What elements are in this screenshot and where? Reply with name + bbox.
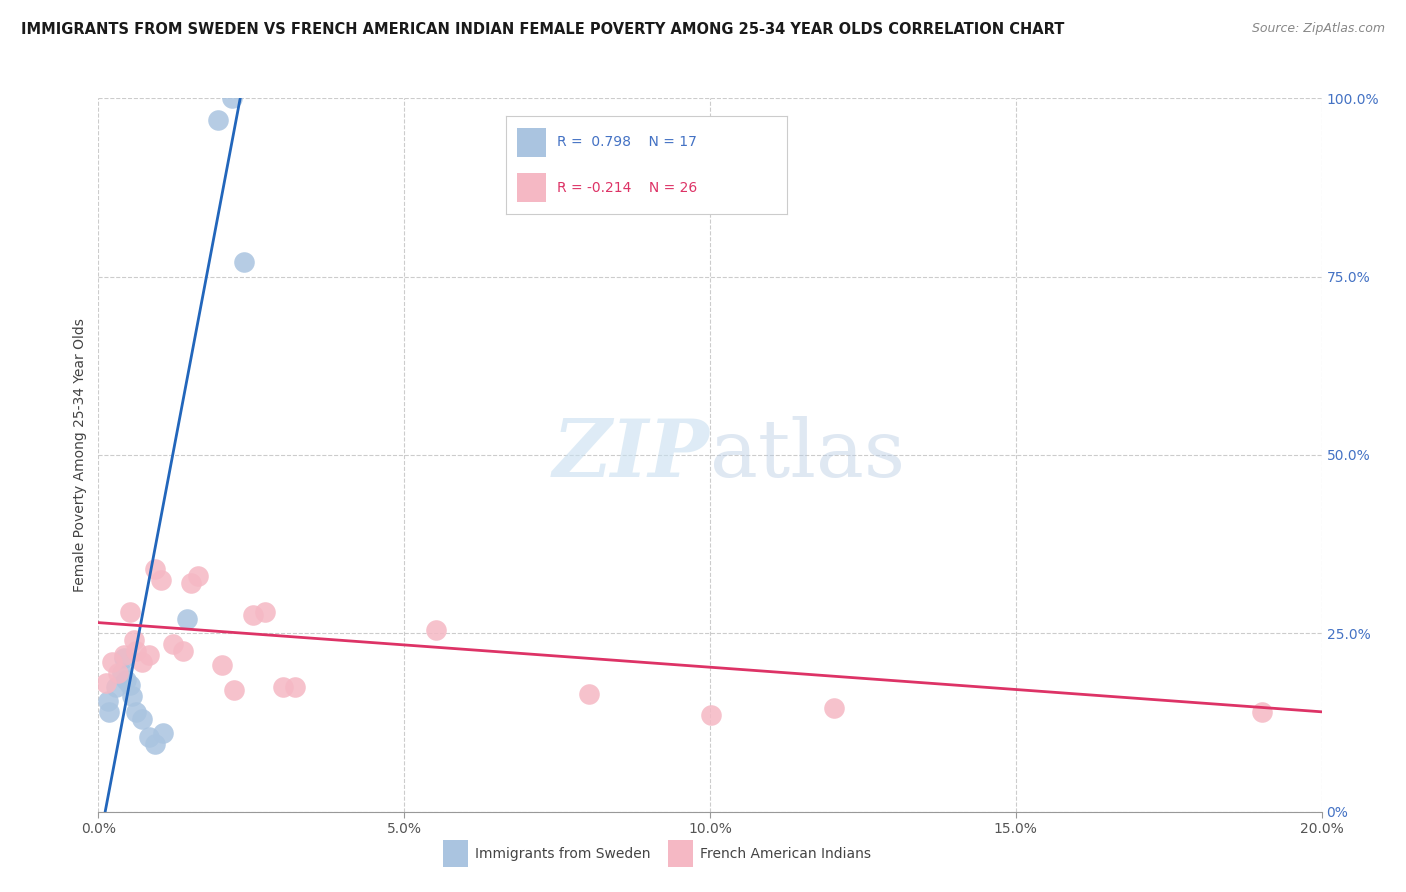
Point [211,658,233,673]
Point [112,651,135,665]
Point [131,655,153,669]
Point [149,573,172,587]
Point [138,730,160,744]
Point [284,680,307,694]
Text: Source: ZipAtlas.com: Source: ZipAtlas.com [1251,22,1385,36]
Point [271,680,294,694]
Point [162,637,184,651]
Point [131,712,153,726]
Point [143,562,166,576]
Point [242,608,264,623]
Point [138,648,160,662]
Point [207,112,229,127]
Bar [517,173,546,202]
Text: R =  0.798    N = 17: R = 0.798 N = 17 [557,136,696,150]
Text: atlas: atlas [710,416,905,494]
Point [125,705,148,719]
Point [94,676,117,690]
Point [120,678,142,692]
Point [823,701,845,715]
Point [104,680,127,694]
Point [98,705,121,719]
Point [152,726,174,740]
Point [101,655,124,669]
Point [180,576,202,591]
Point [172,644,194,658]
Point [233,255,256,269]
Point [700,708,723,723]
Text: ZIP: ZIP [553,417,710,493]
Text: Immigrants from Sweden: Immigrants from Sweden [475,847,651,861]
Y-axis label: Female Poverty Among 25-34 Year Olds: Female Poverty Among 25-34 Year Olds [73,318,87,592]
Point [253,605,276,619]
Text: R = -0.214    N = 26: R = -0.214 N = 26 [557,180,697,194]
Text: French American Indians: French American Indians [700,847,872,861]
Point [224,683,246,698]
Point [120,605,142,619]
Point [122,633,145,648]
Point [221,91,243,105]
Point [186,569,208,583]
Point [143,737,166,751]
Point [111,665,134,680]
Point [107,665,129,680]
Point [97,694,120,708]
Point [121,689,143,703]
Point [115,673,138,687]
Point [578,687,600,701]
Text: IMMIGRANTS FROM SWEDEN VS FRENCH AMERICAN INDIAN FEMALE POVERTY AMONG 25-34 YEAR: IMMIGRANTS FROM SWEDEN VS FRENCH AMERICA… [21,22,1064,37]
Point [1250,705,1272,719]
Point [112,648,135,662]
Point [125,644,148,658]
Bar [517,128,546,157]
Point [425,623,447,637]
Point [176,612,198,626]
